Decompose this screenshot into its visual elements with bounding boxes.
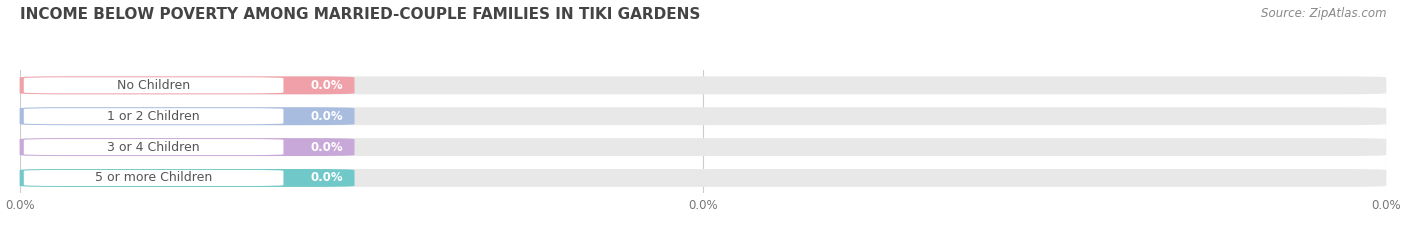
Text: INCOME BELOW POVERTY AMONG MARRIED-COUPLE FAMILIES IN TIKI GARDENS: INCOME BELOW POVERTY AMONG MARRIED-COUPL… [20,7,700,22]
Text: 0.0%: 0.0% [311,140,343,154]
Text: 0.0%: 0.0% [311,171,343,185]
Text: 5 or more Children: 5 or more Children [96,171,212,185]
Text: Source: ZipAtlas.com: Source: ZipAtlas.com [1261,7,1386,20]
FancyBboxPatch shape [20,138,354,156]
Text: 0.0%: 0.0% [311,110,343,123]
FancyBboxPatch shape [24,139,284,155]
FancyBboxPatch shape [20,76,1386,94]
FancyBboxPatch shape [24,170,284,186]
Text: 0.0%: 0.0% [311,79,343,92]
Text: No Children: No Children [117,79,190,92]
FancyBboxPatch shape [24,77,284,93]
FancyBboxPatch shape [20,76,354,94]
FancyBboxPatch shape [24,108,284,124]
FancyBboxPatch shape [20,169,1386,187]
Text: 3 or 4 Children: 3 or 4 Children [107,140,200,154]
Text: 1 or 2 Children: 1 or 2 Children [107,110,200,123]
FancyBboxPatch shape [20,107,1386,125]
FancyBboxPatch shape [20,169,354,187]
FancyBboxPatch shape [20,138,1386,156]
FancyBboxPatch shape [20,107,354,125]
